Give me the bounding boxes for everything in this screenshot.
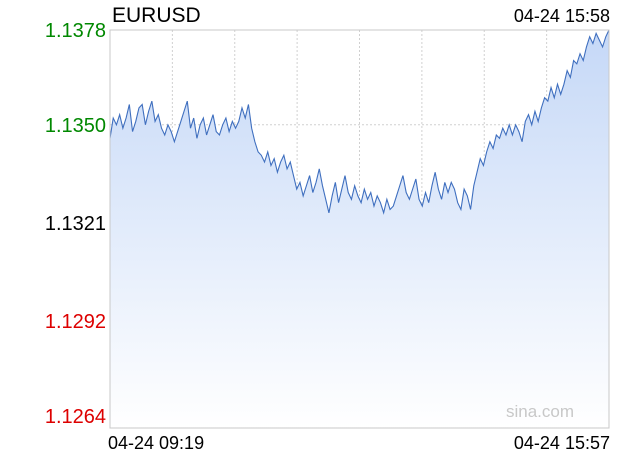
price-area	[110, 30, 609, 428]
y-axis-ticks: 1.1378 1.1350 1.1321 1.1292 1.1264	[45, 20, 106, 428]
y-tick-label: 1.1378	[45, 20, 106, 42]
y-tick-label: 1.1321	[45, 213, 106, 235]
watermark: sina.com	[506, 402, 575, 421]
y-tick-label: 1.1264	[45, 406, 106, 428]
x-axis-start-label: 04-24 09:19	[108, 433, 205, 453]
price-line	[109, 29, 610, 215]
y-tick-label: 1.1350	[45, 115, 106, 137]
chart-title: EURUSD	[112, 4, 201, 27]
last-update-time: 04-24 15:58	[513, 6, 610, 26]
x-axis-end-label: 04-24 15:57	[513, 433, 610, 453]
y-tick-label: 1.1292	[45, 311, 106, 333]
plot-frame	[109, 29, 610, 429]
